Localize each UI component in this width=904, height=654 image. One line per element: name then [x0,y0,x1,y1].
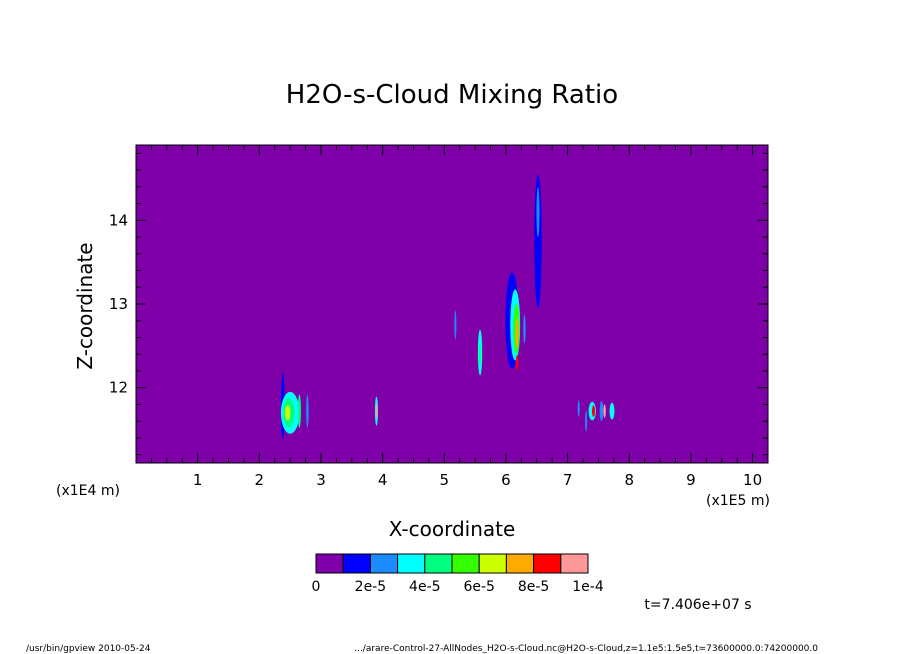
colorbar-label: 2e-5 [355,579,386,595]
colorbar-label: 4e-5 [409,579,440,595]
colorbar-label: 1e-4 [572,579,604,595]
colorbar-label: 8e-5 [518,579,549,595]
heatmap-cell [515,355,519,371]
chart-title: H2O-s-Cloud Mixing Ratio [286,80,618,110]
heatmap-cell [515,318,519,348]
x-tick-label: 5 [440,471,450,489]
x-tick-label: 6 [501,471,511,489]
x-tick-label: 10 [743,471,762,489]
y-tick-label: 14 [109,211,128,229]
x-tick-label: 1 [193,471,203,489]
colorbar-swatch [369,553,399,574]
heatmap-cell [523,314,526,344]
footer-right: .../arare-Control-27-AllNodes_H2O-s-Clou… [354,644,818,654]
x-scale-note: (x1E5 m) [706,493,770,509]
colorbar-swatch [451,553,480,574]
heatmap-cell [577,400,580,417]
footer-left: /usr/bin/gpview 2010-05-24 [26,644,151,654]
heatmap-background [136,145,768,463]
colorbar-swatch [560,553,589,574]
heatmap-cell [306,394,309,428]
colorbar-swatch [505,553,535,574]
x-tick-label: 2 [255,471,265,489]
colorbar-swatch [315,553,344,574]
heatmap-cell [603,404,606,418]
heatmap-cell [297,394,301,428]
colorbar-swatch [424,553,453,574]
x-tick-label: 9 [686,471,696,489]
heatmap-cell [585,410,588,432]
heatmap-cell [609,402,615,420]
colorbar-label: 6e-5 [463,579,494,595]
x-tick-label: 8 [624,471,634,489]
y-axis-label: Z-coordinate [73,242,97,369]
heatmap-cell [591,405,596,417]
heatmap-cell [284,405,291,421]
colorbar-swatch [478,553,507,574]
heatmap-cell [454,310,457,340]
x-axis-label: X-coordinate [389,517,516,541]
x-tick-label: 7 [563,471,573,489]
heatmap-cell [375,402,378,420]
colorbar-label: 0 [312,579,321,595]
heatmap-cell [478,341,482,367]
heatmap-cell [536,186,540,238]
colorbar-swatch [397,553,426,574]
colorbar-swatch [342,553,371,574]
x-tick-label: 3 [316,471,326,489]
heatmap-cell [534,174,542,309]
x-tick-label: 4 [378,471,388,489]
colorbar-swatch [533,553,562,574]
y-scale-note: (x1E4 m) [56,483,120,499]
y-tick-label: 13 [109,295,128,313]
time-label: t=7.406e+07 s [644,597,751,613]
colorbar: 0 2e-5 4e-5 6e-5 8e-5 1e-4 [312,553,604,595]
heatmap-cell [599,401,604,422]
y-tick-label: 12 [109,379,128,397]
